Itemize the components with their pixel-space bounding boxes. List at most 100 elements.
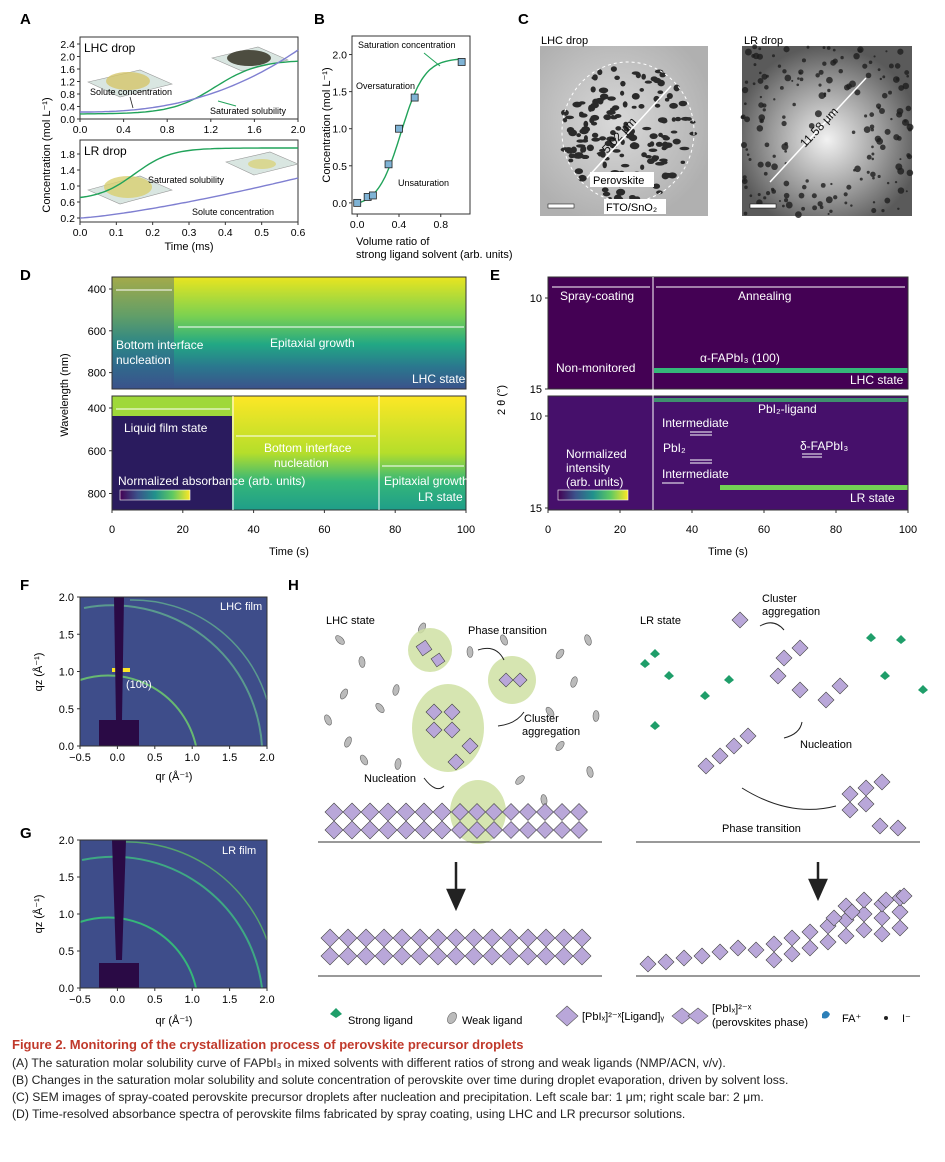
sem-lr-grain <box>744 48 752 56</box>
b-data-point <box>410 93 419 102</box>
octahedron <box>485 803 503 821</box>
sem-lr-size-line <box>769 77 867 183</box>
y-tick-label: 0.6 <box>60 197 75 209</box>
octahedron <box>711 747 729 765</box>
b-y-tick-label: 0.5 <box>332 161 347 173</box>
sem-grain <box>604 140 613 147</box>
octahedron <box>443 703 461 721</box>
sem-grain <box>599 148 606 152</box>
sem-grain <box>675 116 682 122</box>
e-delta-label: δ-FAPbI₃ <box>800 439 848 453</box>
sem-lr-grain <box>783 180 790 187</box>
sem-lr-grain <box>819 205 824 210</box>
sem-lr-grain <box>869 112 875 117</box>
octahedron <box>873 925 891 943</box>
sem-grain <box>578 174 587 182</box>
b-data-point <box>353 198 362 207</box>
sem-grain <box>680 160 686 164</box>
sem-grain <box>657 90 664 95</box>
sem-grain <box>686 117 692 121</box>
panel-b: 0.0 0.5 1.0 1.5 2.0 0.0 0.4 0.8 Saturation conc… <box>321 35 513 261</box>
sem-lr-grain <box>801 206 806 211</box>
octahedron <box>498 672 514 688</box>
h-lr-state-label: LR state <box>640 615 681 627</box>
octahedron <box>572 946 592 966</box>
octahedron <box>378 820 398 840</box>
octahedron <box>342 802 362 822</box>
sem-grain <box>619 153 625 158</box>
sem-grain <box>638 104 645 109</box>
gisaxs-x-tick-label: 1.5 <box>222 752 237 764</box>
sem-grain <box>590 114 600 121</box>
octahedron <box>739 727 757 745</box>
sem-lr-grain <box>871 208 877 214</box>
octahedron <box>711 943 729 961</box>
sem-lr-grain <box>877 106 881 110</box>
sem-lr-grain <box>865 72 872 79</box>
weak-ligand <box>555 648 565 660</box>
lr-saturated-solubility-curve <box>79 147 298 199</box>
sem-lr-grain <box>758 102 764 108</box>
octahedron <box>425 721 443 739</box>
x-tick-label: 0.6 <box>291 227 306 239</box>
sem-lr-grain <box>743 102 747 106</box>
d-y-tick-label: 800 <box>88 368 106 380</box>
sem-lr-grain <box>904 70 910 76</box>
weak-ligand <box>392 684 400 696</box>
octahedron <box>553 821 571 839</box>
octahedron <box>432 802 452 822</box>
sem-grain <box>591 121 598 126</box>
gisaxs-y-tick-label: 0.0 <box>59 741 74 753</box>
sem-grain <box>562 117 568 123</box>
b-y-tick-label: 1.5 <box>332 87 347 99</box>
octahedron <box>320 928 340 948</box>
e-intermediate-label: Intermediate <box>662 416 729 430</box>
gisaxs-y-tick-label: 2.0 <box>59 592 74 604</box>
d-y-tick-label: 400 <box>88 284 106 296</box>
figure-caption: Figure 2. Monitoring of the crystallizat… <box>12 1036 932 1123</box>
gisaxs-y-tick-label: 1.5 <box>59 872 74 884</box>
panel-letter-a: A <box>20 11 31 28</box>
octahedron <box>825 909 843 927</box>
gisaxs-x-tick-label: 1.0 <box>185 752 200 764</box>
octahedron <box>657 953 675 971</box>
octahedron <box>500 928 520 948</box>
e-bottom-peak-2 <box>720 485 908 490</box>
sem-grain <box>641 152 647 158</box>
strong-ligand <box>664 671 674 680</box>
sem-grain <box>689 120 696 124</box>
weak-ligand <box>344 736 352 748</box>
caption-line-a: (A) The saturation molar solubility curv… <box>12 1056 726 1070</box>
sem-lr-grain <box>757 161 764 168</box>
sem-grain <box>678 100 688 107</box>
d-x-tick-label: 0 <box>109 524 115 536</box>
sem-lr-grain <box>806 45 810 49</box>
sem-grain <box>672 138 681 145</box>
unsaturation-label: Unsaturation <box>398 178 449 188</box>
gisaxs-f-label: LHC film <box>220 601 262 613</box>
h-phase-transition-label-2: Phase transition <box>722 823 801 835</box>
sem-grain <box>580 146 585 154</box>
panel-a-top-frame <box>79 36 299 120</box>
panel-letter-g: G <box>20 825 32 842</box>
d-bottom-fill-3 <box>380 396 466 510</box>
h-cluster-aggregation-label-2: Cluster aggregation <box>762 593 820 618</box>
octahedron <box>843 903 861 921</box>
sem-grain <box>612 149 621 153</box>
octahedron <box>639 955 657 973</box>
octahedron <box>536 928 556 948</box>
sem-grain <box>670 130 678 134</box>
gisaxs-y-tick-label: 2.0 <box>59 835 74 847</box>
gisaxs-g-base <box>99 963 139 988</box>
b-x-tick-label: 0.8 <box>433 219 448 231</box>
e-colorbar-label-3: (arb. units) <box>566 475 623 489</box>
weak-ligand <box>466 646 474 658</box>
sem-lr-grain <box>743 211 748 216</box>
octahedron <box>783 929 801 947</box>
octahedron <box>374 928 394 948</box>
sem-grain <box>591 137 601 142</box>
sem-grain <box>659 158 668 162</box>
sem-lr-grain <box>817 201 823 207</box>
caption-line-b: (B) Changes in the saturation molar solu… <box>12 1073 789 1087</box>
octahedron <box>414 802 434 822</box>
